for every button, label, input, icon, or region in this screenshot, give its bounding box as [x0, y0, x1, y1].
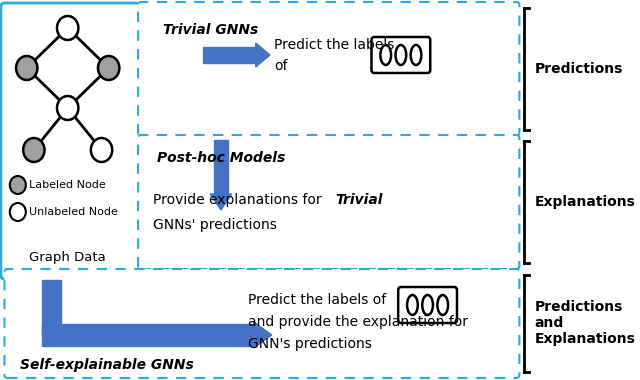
Circle shape: [10, 203, 26, 221]
Circle shape: [91, 138, 112, 162]
Polygon shape: [254, 322, 272, 348]
Bar: [42, 324, 254, 346]
FancyBboxPatch shape: [4, 269, 519, 378]
FancyBboxPatch shape: [138, 2, 519, 136]
Text: GNNs' predictions: GNNs' predictions: [153, 218, 277, 232]
Bar: [203, 47, 255, 63]
Bar: [214, 140, 228, 194]
Circle shape: [57, 16, 78, 40]
Text: Trivial GNNs: Trivial GNNs: [163, 23, 259, 37]
Circle shape: [23, 138, 45, 162]
Text: Predictions: Predictions: [534, 62, 623, 76]
Ellipse shape: [422, 295, 433, 315]
FancyBboxPatch shape: [398, 287, 457, 323]
Circle shape: [57, 96, 78, 120]
Text: and provide the explanation for: and provide the explanation for: [248, 315, 468, 329]
Text: Explanations: Explanations: [534, 195, 636, 209]
Text: Predict the labels of: Predict the labels of: [248, 293, 386, 307]
FancyBboxPatch shape: [1, 3, 140, 279]
Text: of: of: [275, 59, 288, 73]
Text: GNN's predictions: GNN's predictions: [248, 337, 372, 351]
Ellipse shape: [380, 45, 391, 65]
FancyBboxPatch shape: [138, 135, 519, 269]
Ellipse shape: [411, 45, 421, 65]
Text: Labeled Node: Labeled Node: [29, 180, 106, 190]
Bar: [42, 280, 61, 335]
Text: Trivial: Trivial: [335, 193, 383, 207]
Circle shape: [16, 56, 37, 80]
Polygon shape: [210, 194, 232, 210]
Text: Predict the labels: Predict the labels: [275, 38, 395, 52]
Text: Unlabeled Node: Unlabeled Node: [29, 207, 118, 217]
Text: Predictions
and
Explanations: Predictions and Explanations: [534, 300, 636, 346]
Polygon shape: [255, 43, 270, 67]
Circle shape: [10, 176, 26, 194]
FancyBboxPatch shape: [371, 37, 430, 73]
Text: Provide explanations for: Provide explanations for: [153, 193, 326, 207]
Text: Graph Data: Graph Data: [29, 252, 106, 264]
Text: Post-hoc Models: Post-hoc Models: [157, 151, 285, 165]
Ellipse shape: [407, 295, 418, 315]
Ellipse shape: [396, 45, 406, 65]
Ellipse shape: [437, 295, 448, 315]
Text: Self-explainable GNNs: Self-explainable GNNs: [20, 358, 193, 372]
Circle shape: [98, 56, 120, 80]
